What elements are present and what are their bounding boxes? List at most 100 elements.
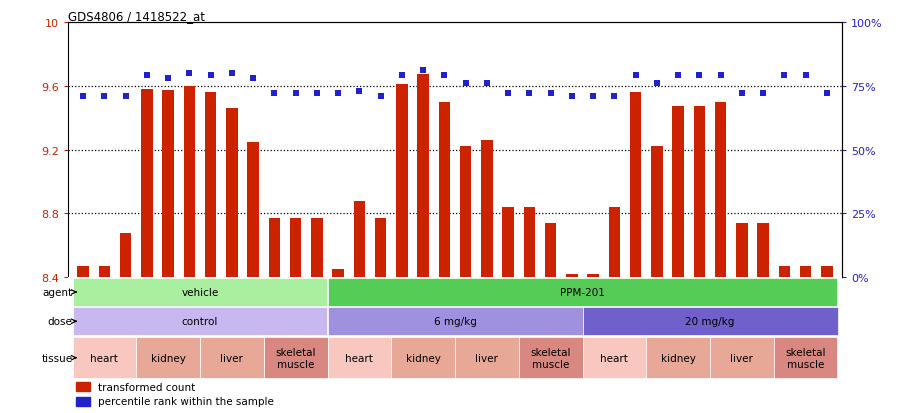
Point	[650, 81, 664, 87]
Point	[331, 91, 346, 97]
Bar	[502, 208, 514, 278]
Point	[309, 91, 324, 97]
Bar	[693, 107, 705, 278]
Point	[734, 91, 749, 97]
Bar	[455, 337, 519, 378]
Text: skeletal
muscle: skeletal muscle	[531, 347, 571, 369]
Point	[820, 91, 834, 97]
Bar	[582, 308, 837, 335]
Point	[268, 91, 282, 97]
Text: 20 mg/kg: 20 mg/kg	[685, 316, 734, 326]
Point	[416, 68, 430, 74]
Bar	[651, 147, 662, 278]
Point	[586, 93, 601, 100]
Point	[564, 93, 579, 100]
Point	[628, 73, 642, 80]
Point	[182, 70, 197, 77]
Text: 6 mg/kg: 6 mg/kg	[433, 316, 477, 326]
Bar	[519, 337, 582, 378]
Text: liver: liver	[731, 353, 753, 363]
Point	[607, 93, 622, 100]
Text: skeletal
muscle: skeletal muscle	[276, 347, 316, 369]
Point	[543, 91, 558, 97]
Bar	[779, 266, 790, 278]
Point	[246, 76, 260, 82]
Point	[522, 91, 537, 97]
Bar	[332, 270, 344, 278]
Bar	[821, 266, 833, 278]
Text: agent: agent	[43, 287, 73, 297]
Bar	[523, 208, 535, 278]
Bar	[200, 337, 264, 378]
Point	[480, 81, 494, 87]
Bar	[120, 233, 131, 278]
Bar	[328, 279, 837, 306]
Point	[352, 88, 367, 95]
Text: liver: liver	[220, 353, 243, 363]
Text: control: control	[182, 316, 218, 326]
Bar	[141, 90, 153, 278]
Text: heart: heart	[90, 353, 118, 363]
Bar	[587, 275, 599, 278]
Point	[161, 76, 176, 82]
Bar	[184, 86, 196, 278]
Point	[693, 73, 707, 80]
Bar	[646, 337, 710, 378]
Bar	[714, 102, 726, 278]
Bar	[774, 337, 837, 378]
Bar	[328, 337, 391, 378]
Text: heart: heart	[346, 353, 373, 363]
Text: kidney: kidney	[151, 353, 186, 363]
Bar	[800, 266, 812, 278]
Point	[225, 70, 239, 77]
Bar	[73, 337, 136, 378]
Bar	[609, 208, 621, 278]
Bar	[545, 223, 557, 278]
Point	[437, 73, 451, 80]
Bar	[76, 382, 90, 392]
Bar	[672, 107, 684, 278]
Text: skeletal
muscle: skeletal muscle	[785, 347, 826, 369]
Bar	[418, 75, 429, 278]
Bar	[226, 109, 238, 278]
Bar	[396, 85, 408, 278]
Bar	[566, 275, 578, 278]
Bar	[630, 93, 642, 278]
Text: tissue: tissue	[41, 353, 73, 363]
Bar	[98, 266, 110, 278]
Bar	[289, 219, 301, 278]
Text: GDS4806 / 1418522_at: GDS4806 / 1418522_at	[68, 10, 206, 23]
Point	[118, 93, 133, 100]
Bar	[268, 219, 280, 278]
Point	[671, 73, 685, 80]
Point	[501, 91, 515, 97]
Text: transformed count: transformed count	[97, 382, 195, 392]
Point	[76, 93, 90, 100]
Bar	[77, 266, 89, 278]
Bar	[736, 223, 748, 278]
Bar	[460, 147, 471, 278]
Point	[288, 91, 303, 97]
Bar	[328, 308, 582, 335]
Text: percentile rank within the sample: percentile rank within the sample	[97, 396, 274, 406]
Bar	[136, 337, 200, 378]
Bar	[264, 337, 328, 378]
Text: dose: dose	[47, 316, 73, 326]
Point	[756, 91, 771, 97]
Text: kidney: kidney	[406, 353, 440, 363]
Bar	[311, 219, 323, 278]
Point	[395, 73, 410, 80]
Point	[139, 73, 154, 80]
Bar	[248, 142, 259, 278]
Text: vehicle: vehicle	[181, 287, 218, 297]
Bar	[205, 93, 217, 278]
Bar	[439, 102, 450, 278]
Bar	[582, 337, 646, 378]
Bar	[73, 308, 328, 335]
Bar	[375, 219, 387, 278]
Text: kidney: kidney	[661, 353, 695, 363]
Text: liver: liver	[475, 353, 499, 363]
Bar	[73, 279, 328, 306]
Bar	[757, 223, 769, 278]
Bar	[481, 141, 492, 278]
